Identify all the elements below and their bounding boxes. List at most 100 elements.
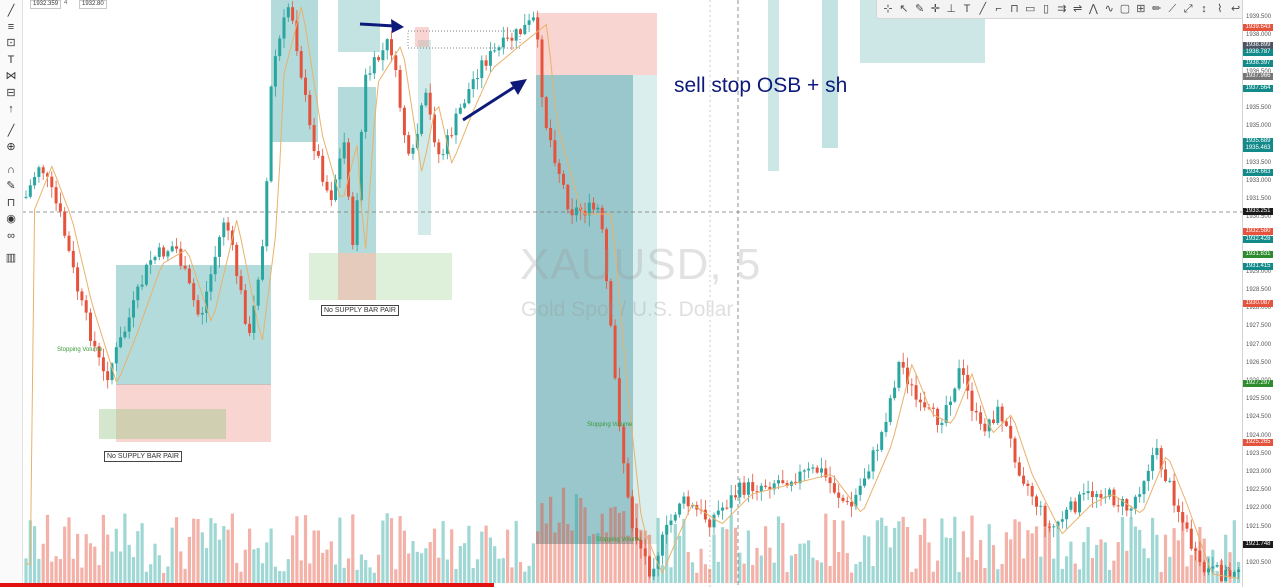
volume-bar [1176, 540, 1180, 583]
volume-bar [798, 543, 802, 583]
volume-bar [1159, 572, 1163, 583]
candle-body [1224, 570, 1228, 582]
no-supply-label[interactable]: No SUPPLY BAR PAIR [321, 305, 399, 316]
candle-body [1155, 448, 1159, 456]
selection-box [407, 30, 521, 49]
volume-bar [454, 568, 458, 583]
trash-icon[interactable]: ▥ [5, 252, 17, 264]
candle-body [927, 407, 931, 409]
draw-tool-icon[interactable]: ▭ [1024, 3, 1036, 15]
draw-tool-icon[interactable]: ╱ [979, 3, 987, 15]
interval-tag: 4 [64, 0, 68, 6]
candle-body [729, 495, 733, 508]
volume-bar [553, 532, 557, 583]
draw-tool-icon[interactable]: ⌇ [1217, 3, 1223, 15]
volume-bar [114, 528, 118, 583]
draw-tool-icon[interactable]: ↖ [899, 3, 909, 15]
candle-body [1215, 564, 1219, 567]
draw-tool-icon[interactable]: ▢ [1119, 3, 1131, 15]
draw-tool-icon[interactable]: ↩ [1230, 3, 1241, 15]
candle-body [119, 337, 123, 348]
volume-bar [592, 534, 596, 583]
draw-tool-icon[interactable]: ⇉ [1057, 3, 1067, 15]
text-icon[interactable]: T [7, 54, 15, 66]
volume-bar [570, 530, 574, 583]
arrow-up-icon[interactable]: ↑ [8, 103, 14, 115]
price-tick-label: 1923.000 [1246, 469, 1272, 475]
draw-tool-icon[interactable]: T [963, 3, 971, 15]
candle-body [248, 323, 252, 333]
volume-bar [1065, 556, 1069, 583]
draw-tool-icon[interactable]: ⇌ [1072, 3, 1083, 15]
candle-body [854, 494, 858, 507]
rectangle-icon[interactable]: ⊡ [6, 37, 16, 49]
no-supply-label[interactable]: No SUPPLY BAR PAIR [104, 451, 182, 462]
volume-bar [609, 507, 613, 583]
candle-body [235, 244, 239, 277]
draw-tool-icon[interactable]: ✎ [914, 3, 925, 15]
candle-body [381, 50, 385, 61]
draw-tool-icon[interactable]: ↕ [1201, 3, 1207, 15]
candle-body [656, 555, 660, 569]
volume-bar [1146, 558, 1150, 583]
candle-body [1073, 501, 1077, 513]
line-tool-icon[interactable]: ≡ [7, 21, 15, 33]
draw-tool-icon[interactable]: ✏ [1151, 3, 1162, 15]
candle-body [1052, 526, 1056, 528]
volume-bar [1017, 521, 1021, 583]
volume-bar [480, 531, 484, 583]
fib-icon[interactable]: ⊟ [6, 87, 16, 99]
volume-bar [854, 564, 858, 583]
scroll-to-latest-icon[interactable]: » [1225, 563, 1231, 573]
volume-bar [1095, 544, 1099, 583]
cursor-icon[interactable]: ╱ [7, 5, 15, 17]
candle-body [970, 390, 974, 411]
draw-tool-icon[interactable]: ⌐ [995, 3, 1002, 15]
volume-bar [781, 523, 785, 583]
volume-bar [991, 545, 996, 583]
candle-body [1146, 470, 1150, 482]
price-tick-label: 1922.500 [1246, 487, 1272, 494]
volume-bar [966, 557, 970, 583]
draw-tool-icon[interactable]: ✛ [930, 3, 940, 15]
volume-bar [166, 566, 170, 583]
candle-body [136, 286, 140, 301]
pencil-icon[interactable]: ✎ [6, 180, 16, 192]
zoom-icon[interactable]: ⊕ [6, 141, 16, 153]
volume-bar [708, 568, 712, 583]
draw-tool-icon[interactable]: ⊓ [1010, 3, 1019, 15]
draw-tool-icon[interactable]: ▯ [1042, 3, 1050, 15]
draw-tool-icon[interactable]: ∿ [1104, 3, 1114, 15]
candle-body [140, 284, 144, 287]
candle-body [1004, 421, 1008, 426]
candle-body [531, 17, 535, 21]
volume-bar [101, 514, 105, 583]
candle-body [875, 449, 879, 451]
candle-body [1129, 508, 1133, 511]
candle-body [377, 57, 381, 61]
draw-tool-icon[interactable]: ⟋ [1168, 3, 1177, 15]
annotation-text[interactable]: sell stop OSB + sh [674, 74, 848, 97]
volume-bar [682, 518, 686, 583]
chart-gridlines [22, 0, 1242, 587]
ruler-icon[interactable]: ╱ [7, 125, 15, 137]
pattern-icon[interactable]: ⋈ [5, 70, 17, 82]
volume-bar [1125, 550, 1129, 583]
candle-body [708, 519, 712, 528]
candle-body [957, 368, 961, 389]
draw-tool-icon[interactable]: ⊹ [883, 3, 893, 15]
candle-body [1198, 550, 1202, 563]
candle-body [329, 190, 333, 201]
magnet-icon[interactable]: ∩ [7, 164, 15, 176]
link-icon[interactable]: ∞ [7, 230, 15, 242]
draw-tool-icon[interactable]: ⋀ [1088, 3, 1098, 15]
volume-bar [432, 528, 437, 583]
draw-tool-icon[interactable]: ⤢ [1183, 3, 1193, 15]
lock-icon[interactable]: ⊓ [6, 197, 16, 209]
eye-icon[interactable]: ◉ [6, 213, 16, 225]
volume-bar [377, 554, 381, 583]
draw-tool-icon[interactable]: ⊞ [1136, 3, 1146, 15]
volume-bar [334, 564, 338, 583]
draw-tool-icon[interactable]: ⊥ [946, 3, 956, 15]
